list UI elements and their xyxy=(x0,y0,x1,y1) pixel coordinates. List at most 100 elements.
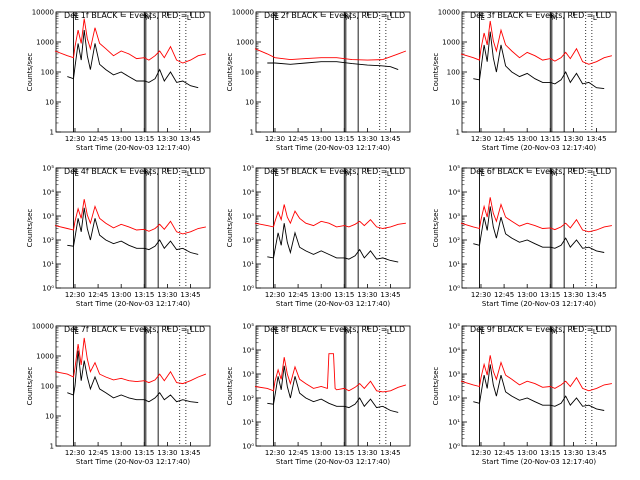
marker-label: M xyxy=(551,14,557,22)
marker-label: E xyxy=(480,170,484,178)
y-tick-label: 1000 xyxy=(36,39,54,47)
y-axis-label: Counts/sec xyxy=(226,367,234,406)
events-rate-line xyxy=(267,61,399,71)
x-tick-label: 13:45 xyxy=(380,135,400,143)
x-tick-label: 13:45 xyxy=(586,449,606,457)
y-tick-label: 10000 xyxy=(32,9,54,17)
events-rate-line xyxy=(67,30,199,89)
plot-frame xyxy=(461,167,617,289)
panel-det-7: 1 10 100 1000 10000 12:30 12:45 13:00 13:15 13:30… xyxy=(26,323,211,466)
y-tick-label: 10 xyxy=(451,99,460,107)
x-tick-label: 13:30 xyxy=(563,291,583,299)
y-tick-label: 10³ xyxy=(242,213,254,221)
x-tick-label: 13:45 xyxy=(586,135,606,143)
panel-title: Det 1f BLACK = Events, RED = LLD xyxy=(64,11,205,20)
y-tick-label: 100 xyxy=(447,69,460,77)
x-tick-label: 13:15 xyxy=(540,449,560,457)
y-tick-label: 10⁵ xyxy=(242,165,254,173)
x-tick-label: 13:00 xyxy=(111,135,131,143)
x-tick-label: 12:30 xyxy=(265,449,285,457)
y-tick-label: 10⁴ xyxy=(42,189,54,197)
events-rate-line xyxy=(473,206,605,253)
panel-det-1: 1 10 100 1000 10000 12:30 12:45 13:00 13:15 13:30… xyxy=(26,9,211,152)
x-tick-label: 13:15 xyxy=(134,291,154,299)
x-tick-label: 12:45 xyxy=(494,449,514,457)
x-tick-label: 13:30 xyxy=(563,135,583,143)
events-rate-line xyxy=(67,207,199,255)
events-rate-line xyxy=(67,350,199,404)
y-tick-label: 1000 xyxy=(442,39,460,47)
marker-label: L xyxy=(387,328,391,336)
lld-rate-line xyxy=(460,197,612,233)
y-tick-label: 10⁵ xyxy=(42,165,54,173)
y-tick-label: 10³ xyxy=(242,371,254,379)
x-tick-label: 13:45 xyxy=(380,291,400,299)
x-axis-label: Start Time (20-Nov-03 12:17:40) xyxy=(76,144,190,152)
plot-frame xyxy=(255,325,411,447)
panel-title: Det 7f BLACK = Events, RED = LLD xyxy=(64,325,205,334)
x-tick-label: 12:45 xyxy=(494,291,514,299)
y-tick-label: 10⁵ xyxy=(448,323,460,331)
x-axis-label: Start Time (20-Nov-03 12:17:40) xyxy=(482,300,596,308)
x-tick-label: 13:15 xyxy=(334,449,354,457)
panel-title: Det 3f BLACK = Events, RED = LLD xyxy=(470,11,611,20)
plot-frame xyxy=(461,325,617,447)
x-tick-label: 12:30 xyxy=(65,291,85,299)
x-tick-label: 12:45 xyxy=(288,449,308,457)
x-tick-label: 13:30 xyxy=(357,449,377,457)
y-axis-label: Counts/sec xyxy=(26,53,34,92)
lld-rate-line xyxy=(460,20,613,65)
x-tick-label: 13:15 xyxy=(134,135,154,143)
marker-label: L xyxy=(187,14,191,22)
marker-label: L xyxy=(593,14,597,22)
x-tick-label: 13:00 xyxy=(517,291,537,299)
y-tick-label: 10⁰ xyxy=(242,285,254,293)
lld-rate-line xyxy=(54,18,207,64)
marker-label: M xyxy=(551,328,557,336)
y-tick-label: 100 xyxy=(41,383,54,391)
x-tick-label: 12:45 xyxy=(88,135,108,143)
y-tick-label: 10000 xyxy=(232,9,254,17)
events-rate-line xyxy=(473,364,605,411)
y-axis-label: Counts/sec xyxy=(432,209,440,248)
marker-label: L xyxy=(387,170,391,178)
y-tick-label: 10³ xyxy=(42,213,54,221)
x-tick-label: 12:30 xyxy=(471,291,491,299)
plot-frame xyxy=(55,167,211,289)
x-axis-label: Start Time (20-Nov-03 12:17:40) xyxy=(276,300,390,308)
y-tick-label: 1 xyxy=(250,129,254,137)
panel-title: Det 5f BLACK = Events, RED = LLD xyxy=(264,167,405,176)
plot-frame xyxy=(461,11,617,133)
x-tick-label: 12:30 xyxy=(265,291,285,299)
y-axis-label: Counts/sec xyxy=(26,367,34,406)
marker-label: E xyxy=(274,14,278,22)
x-tick-label: 13:30 xyxy=(157,135,177,143)
x-axis-label: Start Time (20-Nov-03 12:17:40) xyxy=(482,458,596,466)
panel-title: Det 4f BLACK = Events, RED = LLD xyxy=(64,167,205,176)
y-tick-label: 10⁵ xyxy=(242,323,254,331)
marker-label: L xyxy=(187,170,191,178)
marker-label: E xyxy=(74,328,78,336)
x-tick-label: 13:45 xyxy=(180,135,200,143)
lld-rate-line xyxy=(254,204,406,229)
plot-frame xyxy=(255,11,411,133)
x-tick-label: 13:45 xyxy=(586,291,606,299)
y-tick-label: 10² xyxy=(42,237,54,245)
x-tick-label: 13:15 xyxy=(334,135,354,143)
y-tick-label: 10¹ xyxy=(42,261,54,269)
marker-label: M xyxy=(345,170,351,178)
y-tick-label: 10² xyxy=(448,395,460,403)
x-tick-label: 13:15 xyxy=(134,449,154,457)
x-tick-label: 13:15 xyxy=(540,291,560,299)
x-tick-label: 13:30 xyxy=(157,449,177,457)
y-tick-label: 10 xyxy=(45,99,54,107)
marker-label: L xyxy=(593,170,597,178)
x-tick-label: 13:00 xyxy=(311,449,331,457)
y-tick-label: 10² xyxy=(448,237,460,245)
x-axis-label: Start Time (20-Nov-03 12:17:40) xyxy=(76,300,190,308)
marker-label: M xyxy=(145,170,151,178)
y-tick-label: 10⁰ xyxy=(242,443,254,451)
